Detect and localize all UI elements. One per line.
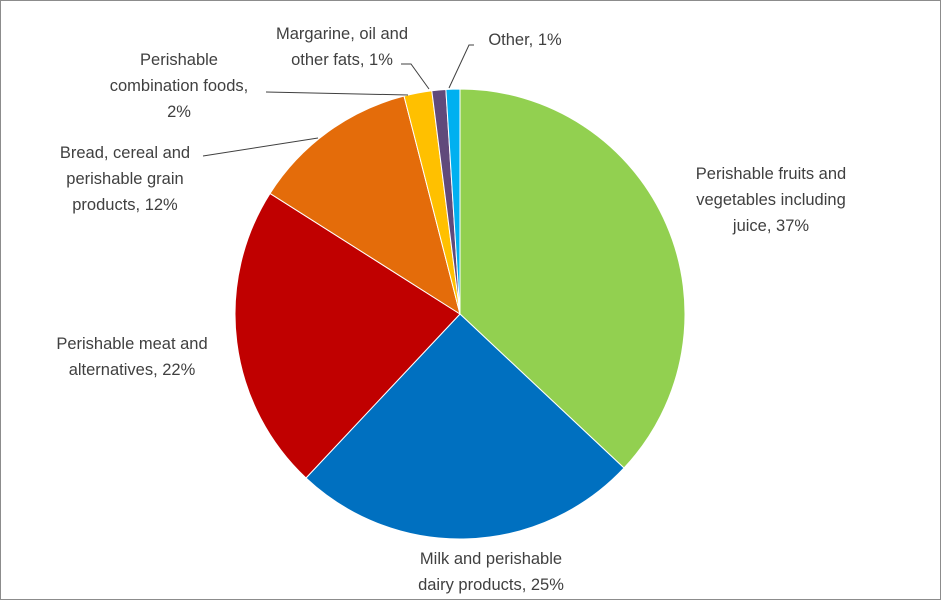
label-bread-cereal: Bread, cereal and perishable grain produ… [59,144,191,214]
pie-slice-2 [234,192,461,479]
pie-slice-1 [305,313,625,540]
pie-slice-3 [269,95,461,316]
label-milk-dairy: Milk and perishable dairy products, 25% [418,550,564,594]
leader-line-combination [265,91,409,96]
label-other: Other, 1% [488,31,562,49]
leader-line-margarine [401,63,430,90]
leader-line-bread [202,137,319,157]
label-combination-foods: Perishable combination foods, 2% [109,51,249,121]
label-fruits-vegetables: Perishable fruits and vegetables includi… [695,165,847,235]
label-meat: Perishable meat and alternatives, 22% [56,335,208,379]
pie-slice-0 [459,88,686,469]
leader-line-other [448,44,474,89]
label-margarine: Margarine, oil and other fats, 1% [275,25,409,69]
pie-slice-6 [445,88,461,315]
